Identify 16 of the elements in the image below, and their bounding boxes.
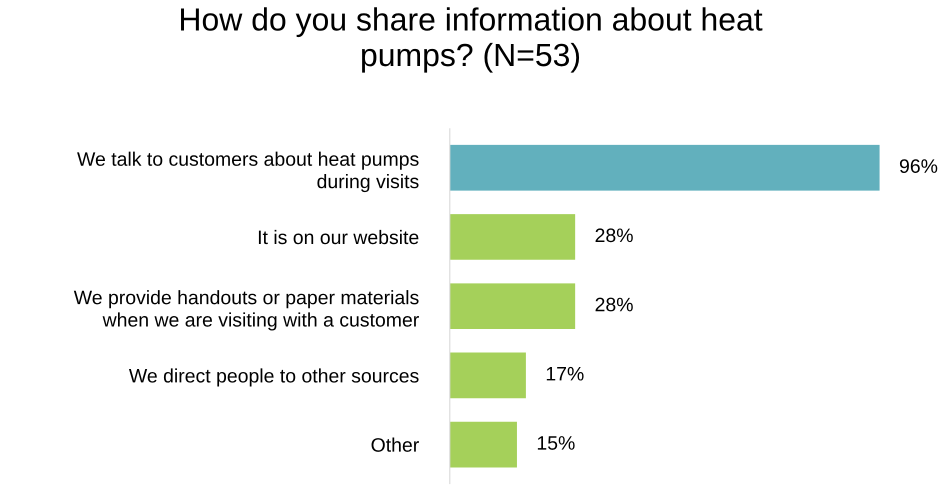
chart-title: How do you share information about heat pumps? (N=53) [181, 7, 762, 73]
bar [450, 283, 576, 330]
data-label: 17% [546, 366, 584, 381]
y-tick-label: We direct people to other sources [128, 368, 419, 386]
y-tick-label: It is on our website [258, 230, 418, 244]
bar [450, 422, 517, 468]
bar [450, 214, 576, 260]
data-label: 28% [596, 228, 633, 242]
bar [450, 144, 880, 191]
bar [450, 352, 526, 398]
data-label: 28% [596, 298, 633, 312]
data-label: 15% [538, 436, 575, 450]
data-label: 96% [900, 159, 938, 173]
y-tick-label: Other [372, 438, 419, 452]
y-tick-label: We talk to customers about heat pumps during visits [77, 152, 419, 192]
y-tick-label: We provide handouts or paper materials when we are visiting with a customer [74, 290, 419, 331]
